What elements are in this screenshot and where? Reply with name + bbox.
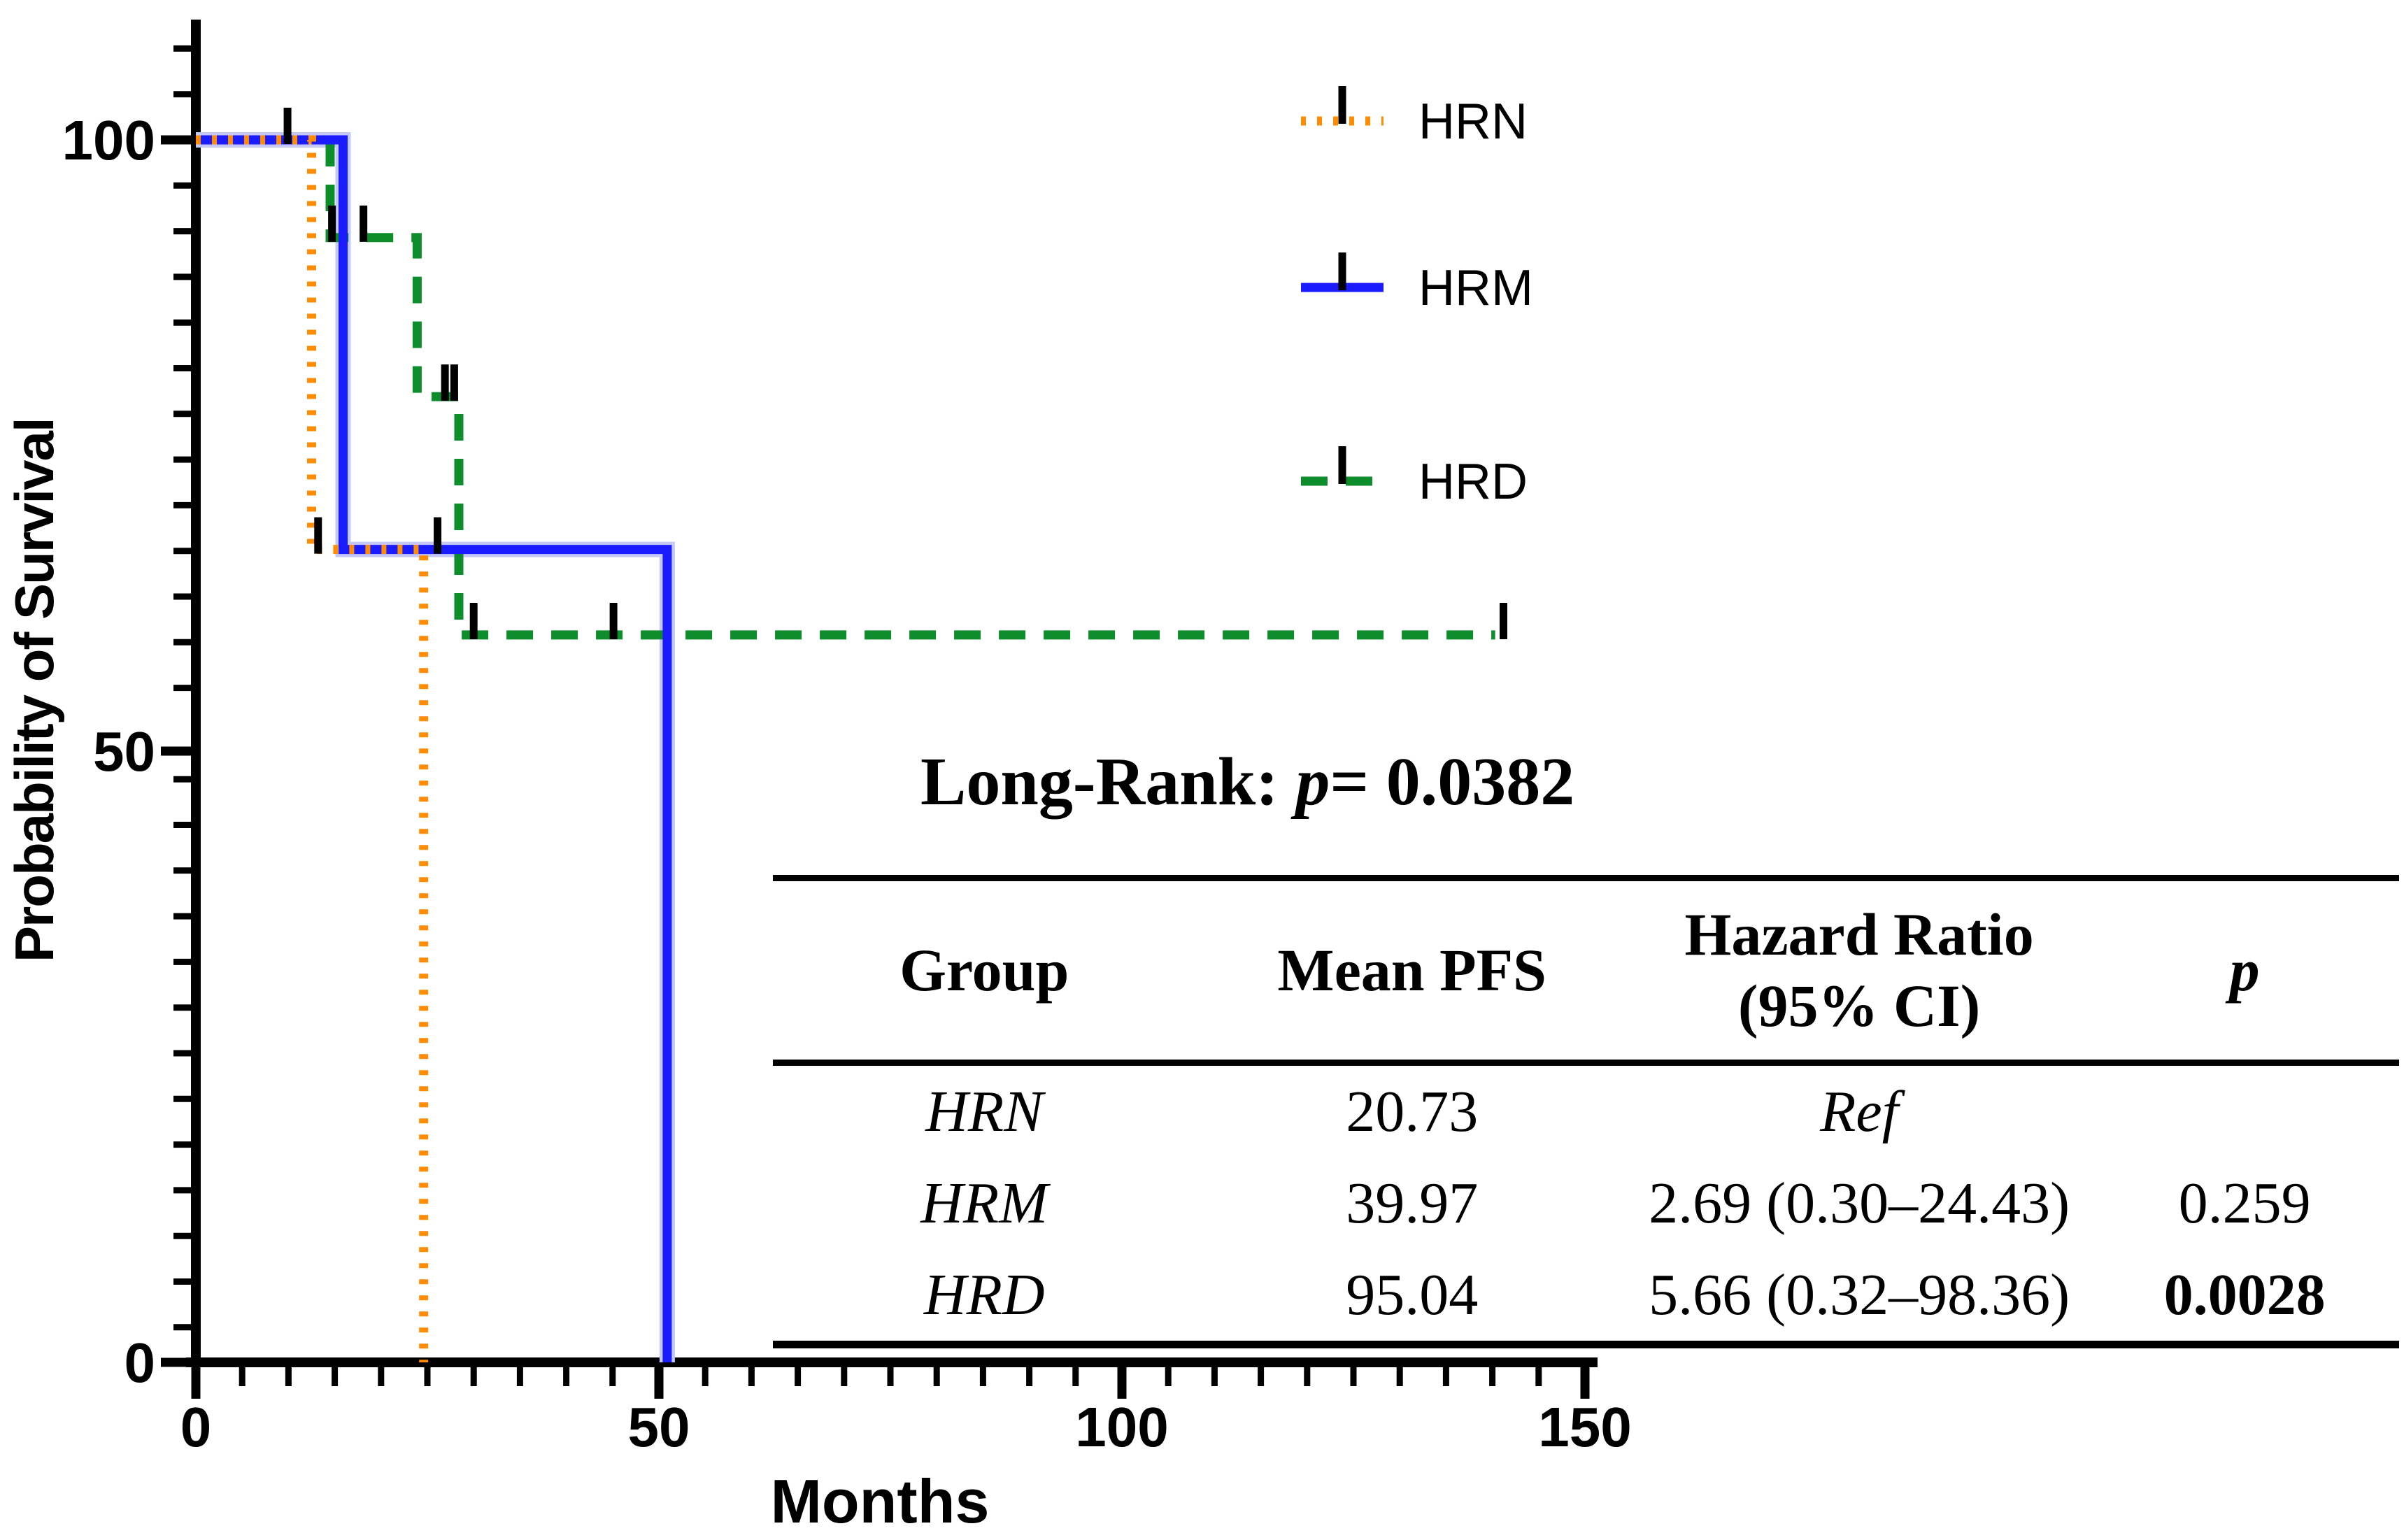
table-row-hrn: HRN 20.73 Ref xyxy=(773,1066,2399,1157)
log-rank-annotation: Long-Rank: p= 0.0382 xyxy=(920,743,1574,821)
p-symbol: p xyxy=(1295,744,1330,820)
cell-mean-pfs: 95.04 xyxy=(1346,1262,1479,1327)
axis-tick-label: 50 xyxy=(628,1396,690,1458)
cell-group: HRM xyxy=(920,1170,1048,1236)
axis-tick-label: 100 xyxy=(62,109,155,171)
log-rank-value: = 0.0382 xyxy=(1330,744,1575,820)
y-axis-ticks xyxy=(161,45,196,1367)
table-header-row: Group Mean PFS Hazard Ratio (95% CI) p xyxy=(773,881,2399,1066)
cell-mean-pfs: 20.73 xyxy=(1346,1078,1479,1144)
header-hazard-ratio: Hazard Ratio (95% CI) xyxy=(1628,899,2090,1041)
x-axis-title: Months xyxy=(770,1467,990,1536)
header-mean-pfs: Mean PFS xyxy=(1277,936,1546,1004)
cell-p: 0.259 xyxy=(2178,1170,2311,1236)
hrd-curve xyxy=(196,135,1495,640)
log-rank-label: Long-Rank: xyxy=(920,744,1296,820)
y-axis-tick-labels: 100 50 0 xyxy=(62,109,155,1394)
axis-tick-label: 150 xyxy=(1538,1396,1631,1458)
hrm-curve-halo xyxy=(196,132,675,1362)
cell-hazard: 2.69 (0.30–24.43) xyxy=(1649,1170,2070,1236)
x-axis-tick-labels: 0 50 100 150 xyxy=(180,1396,1632,1458)
hrm-legend-label: HRM xyxy=(1418,260,1533,316)
header-hazard-line1: Hazard Ratio xyxy=(1684,901,2034,969)
header-hazard-line2: (95% CI) xyxy=(1737,971,1981,1039)
table-body: HRN 20.73 Ref HRM 39.97 2.69 (0.30–24.43… xyxy=(773,1066,2399,1341)
x-axis-ticks xyxy=(191,1362,1590,1399)
statistics-table: Group Mean PFS Hazard Ratio (95% CI) p H… xyxy=(773,875,2399,1348)
table-row-hrd: HRD 95.04 5.66 (0.32–98.36) 0.0028 xyxy=(773,1249,2399,1341)
legend: HRN HRM HRD xyxy=(1301,86,1533,510)
axis-tick-label: 0 xyxy=(180,1396,212,1458)
header-p: p xyxy=(2229,936,2260,1004)
cell-group: HRN xyxy=(925,1078,1044,1144)
legend-item-hrn: HRN xyxy=(1301,86,1528,150)
header-group: Group xyxy=(899,936,1069,1004)
hrn-curve xyxy=(196,135,429,1362)
table-row-hrm: HRM 39.97 2.69 (0.30–24.43) 0.259 xyxy=(773,1157,2399,1249)
censor-marks xyxy=(283,108,1507,639)
axis-tick-label: 50 xyxy=(93,720,155,783)
cell-p: 0.0028 xyxy=(2163,1262,2326,1327)
cell-hazard: Ref xyxy=(1820,1078,1899,1144)
cell-group: HRD xyxy=(923,1262,1045,1327)
hrn-legend-label: HRN xyxy=(1418,94,1528,150)
hrd-legend-label: HRD xyxy=(1418,454,1528,510)
axis-tick-label: 100 xyxy=(1075,1396,1168,1458)
legend-item-hrd: HRD xyxy=(1301,446,1528,510)
legend-item-hrm: HRM xyxy=(1301,252,1533,316)
hrm-curve xyxy=(196,135,672,1362)
axis-tick-label: 0 xyxy=(125,1332,156,1394)
cell-mean-pfs: 39.97 xyxy=(1346,1170,1479,1236)
y-axis-title: Probability of Survival xyxy=(3,418,65,962)
cell-hazard: 5.66 (0.32–98.36) xyxy=(1649,1262,2070,1327)
